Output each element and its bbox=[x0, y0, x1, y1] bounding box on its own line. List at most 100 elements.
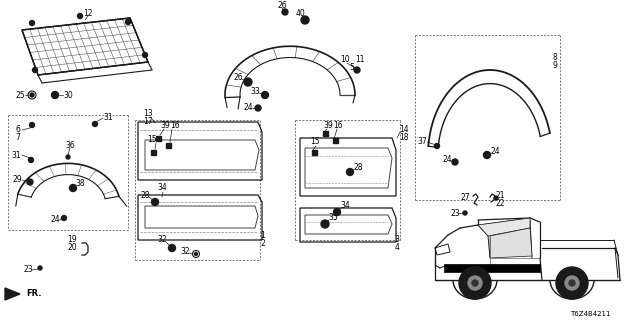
Text: 34: 34 bbox=[340, 202, 350, 211]
Polygon shape bbox=[444, 264, 540, 272]
Text: 17: 17 bbox=[143, 117, 153, 126]
Text: 6: 6 bbox=[15, 125, 20, 134]
Circle shape bbox=[565, 276, 579, 290]
Text: 39: 39 bbox=[160, 122, 170, 131]
Polygon shape bbox=[478, 218, 530, 236]
Circle shape bbox=[29, 157, 33, 163]
Circle shape bbox=[262, 92, 269, 99]
Text: 23: 23 bbox=[450, 209, 460, 218]
Text: 37: 37 bbox=[417, 138, 427, 147]
Bar bbox=[312, 149, 317, 155]
Text: 24: 24 bbox=[442, 156, 452, 164]
Text: 5: 5 bbox=[349, 62, 355, 71]
Circle shape bbox=[472, 280, 478, 286]
Text: 24: 24 bbox=[490, 148, 500, 156]
Text: 28: 28 bbox=[353, 164, 363, 172]
Text: 35: 35 bbox=[328, 213, 338, 222]
Text: 33: 33 bbox=[250, 87, 260, 97]
Circle shape bbox=[244, 78, 252, 86]
Circle shape bbox=[125, 20, 131, 25]
Text: 36: 36 bbox=[65, 140, 75, 149]
Circle shape bbox=[354, 67, 360, 73]
Text: T6Z4B4211: T6Z4B4211 bbox=[570, 311, 611, 317]
Polygon shape bbox=[490, 228, 532, 258]
Circle shape bbox=[61, 215, 67, 220]
Circle shape bbox=[452, 159, 458, 165]
Bar bbox=[166, 142, 170, 148]
Text: 24: 24 bbox=[50, 215, 60, 225]
Circle shape bbox=[27, 179, 33, 185]
Circle shape bbox=[66, 155, 70, 159]
Text: 10: 10 bbox=[340, 55, 350, 65]
Text: 16: 16 bbox=[170, 122, 180, 131]
Bar bbox=[156, 135, 161, 140]
Circle shape bbox=[463, 211, 467, 215]
Text: 1: 1 bbox=[260, 230, 266, 239]
Circle shape bbox=[143, 52, 147, 58]
Text: 30: 30 bbox=[63, 91, 73, 100]
Circle shape bbox=[459, 267, 491, 299]
Polygon shape bbox=[5, 288, 20, 300]
Circle shape bbox=[93, 122, 97, 126]
Circle shape bbox=[168, 244, 175, 252]
Circle shape bbox=[282, 9, 288, 15]
Circle shape bbox=[569, 280, 575, 286]
Text: 26: 26 bbox=[277, 1, 287, 10]
Circle shape bbox=[77, 13, 83, 19]
Circle shape bbox=[255, 105, 261, 111]
Circle shape bbox=[468, 276, 482, 290]
Circle shape bbox=[556, 267, 588, 299]
Bar bbox=[150, 149, 156, 155]
Text: 31: 31 bbox=[11, 150, 21, 159]
Circle shape bbox=[70, 185, 77, 191]
Text: 20: 20 bbox=[67, 244, 77, 252]
Text: 32: 32 bbox=[180, 247, 190, 257]
Circle shape bbox=[435, 143, 440, 148]
Text: 29: 29 bbox=[12, 175, 22, 185]
Circle shape bbox=[346, 169, 353, 175]
Text: 32: 32 bbox=[157, 236, 167, 244]
Circle shape bbox=[321, 220, 329, 228]
Text: 14: 14 bbox=[399, 125, 409, 134]
Text: 34: 34 bbox=[157, 183, 167, 193]
Text: 31: 31 bbox=[103, 114, 113, 123]
Text: 38: 38 bbox=[75, 179, 85, 188]
Circle shape bbox=[51, 92, 58, 99]
Circle shape bbox=[494, 196, 498, 200]
Text: 26: 26 bbox=[233, 74, 243, 83]
Text: 16: 16 bbox=[333, 122, 343, 131]
Text: 12: 12 bbox=[83, 10, 93, 19]
Circle shape bbox=[333, 209, 340, 215]
Text: 18: 18 bbox=[399, 133, 409, 142]
Circle shape bbox=[152, 198, 159, 205]
Text: FR.: FR. bbox=[26, 290, 42, 299]
Text: 39: 39 bbox=[323, 122, 333, 131]
Circle shape bbox=[29, 123, 35, 127]
Text: 22: 22 bbox=[495, 198, 505, 207]
Text: 40: 40 bbox=[295, 9, 305, 18]
Text: 8: 8 bbox=[552, 53, 557, 62]
Text: 7: 7 bbox=[15, 133, 20, 142]
Bar bbox=[323, 131, 328, 135]
Text: 9: 9 bbox=[552, 61, 557, 70]
Text: 13: 13 bbox=[143, 109, 153, 118]
Circle shape bbox=[301, 16, 309, 24]
Text: 21: 21 bbox=[495, 191, 505, 201]
Text: 25: 25 bbox=[15, 91, 25, 100]
Circle shape bbox=[483, 151, 490, 158]
Text: 3: 3 bbox=[395, 236, 399, 244]
Text: 19: 19 bbox=[67, 236, 77, 244]
Text: 4: 4 bbox=[395, 244, 399, 252]
Text: 23: 23 bbox=[23, 266, 33, 275]
Circle shape bbox=[29, 20, 35, 26]
Text: 2: 2 bbox=[260, 238, 266, 247]
Text: 24: 24 bbox=[243, 103, 253, 113]
Circle shape bbox=[195, 252, 198, 255]
Text: 28: 28 bbox=[140, 190, 150, 199]
Circle shape bbox=[30, 93, 34, 97]
Text: 11: 11 bbox=[355, 55, 365, 65]
Circle shape bbox=[33, 68, 38, 73]
Text: 27: 27 bbox=[460, 194, 470, 203]
Text: 15: 15 bbox=[147, 135, 157, 145]
Bar bbox=[333, 138, 337, 142]
